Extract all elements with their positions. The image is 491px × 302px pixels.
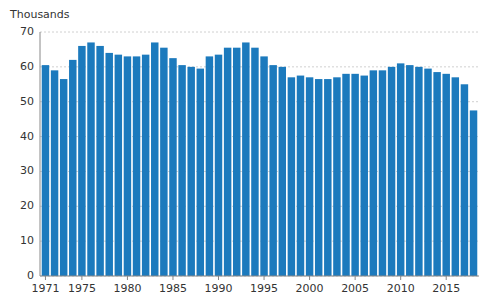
grid-line — [40, 276, 479, 277]
bar — [370, 70, 377, 276]
y-tick-label: 0 — [27, 269, 34, 282]
y-tick-label: 20 — [20, 199, 34, 212]
y-tick-label: 60 — [20, 60, 34, 73]
x-tick — [172, 276, 173, 280]
x-tick-label: 2005 — [341, 282, 369, 295]
bar — [288, 77, 295, 276]
y-axis-line — [40, 32, 41, 276]
bar — [260, 56, 267, 276]
bar — [324, 79, 331, 276]
bar — [151, 42, 158, 276]
x-tick-label: 1985 — [159, 282, 187, 295]
bar — [178, 65, 185, 276]
x-tick — [81, 276, 82, 280]
x-tick — [400, 276, 401, 280]
x-tick — [355, 276, 356, 280]
x-tick — [45, 276, 46, 280]
bar — [388, 67, 395, 276]
y-tick-label: 30 — [20, 164, 34, 177]
bar — [251, 48, 258, 276]
bar — [215, 55, 222, 276]
bar — [315, 79, 322, 276]
x-tick-label: 1995 — [250, 282, 278, 295]
bar — [415, 67, 422, 276]
x-tick-label: 1975 — [68, 282, 96, 295]
grid-line — [40, 32, 479, 33]
bar — [224, 48, 231, 276]
bar — [406, 65, 413, 276]
x-tick — [218, 276, 219, 280]
x-tick-label: 1971 — [31, 282, 59, 295]
x-tick-label: 1990 — [205, 282, 233, 295]
x-axis-line — [40, 276, 479, 277]
bar — [242, 42, 249, 276]
bar — [60, 79, 67, 276]
bar — [51, 70, 58, 276]
x-tick-label: 1980 — [113, 282, 141, 295]
bar — [452, 77, 459, 276]
bar — [433, 72, 440, 276]
bar — [42, 65, 49, 276]
bar — [169, 58, 176, 276]
bar — [233, 48, 240, 276]
y-tick-label: 50 — [20, 95, 34, 108]
x-tick-label: 2000 — [296, 282, 324, 295]
chart: 0 10 20 30 40 50 60 70 1971 1975 1980 1985 1990 1995 2… — [0, 0, 491, 302]
bar — [424, 69, 431, 276]
y-tick-label: 10 — [20, 234, 34, 247]
bar — [379, 70, 386, 276]
bar — [351, 74, 358, 276]
bar — [96, 46, 103, 276]
bar — [105, 53, 112, 276]
y-tick-label: 70 — [20, 25, 34, 38]
x-tick — [127, 276, 128, 280]
bar — [361, 76, 368, 276]
x-tick — [264, 276, 265, 280]
bar — [397, 63, 404, 276]
bar — [206, 56, 213, 276]
bar — [470, 110, 477, 276]
bar — [115, 55, 122, 276]
x-tick — [309, 276, 310, 280]
bar — [442, 74, 449, 276]
bar — [133, 56, 140, 276]
x-tick — [446, 276, 447, 280]
bar — [160, 48, 167, 276]
x-tick-label: 2015 — [432, 282, 460, 295]
y-axis-label: Thousands — [9, 8, 70, 21]
bar — [124, 56, 131, 276]
bar — [142, 55, 149, 276]
y-tick-label: 40 — [20, 130, 34, 143]
x-tick-label: 2010 — [387, 282, 415, 295]
bar — [306, 77, 313, 276]
bars — [42, 42, 478, 276]
grid — [40, 32, 479, 276]
bar — [69, 60, 76, 276]
bar — [333, 77, 340, 276]
bar — [187, 67, 194, 276]
bar — [279, 67, 286, 276]
bar — [269, 65, 276, 276]
bar — [342, 74, 349, 276]
bar — [78, 46, 85, 276]
page: {"chart_data": {"type": "bar", "ylabel":… — [0, 0, 491, 302]
bar — [197, 69, 204, 276]
bar — [297, 76, 304, 276]
bar — [87, 42, 94, 276]
bar — [461, 84, 468, 276]
